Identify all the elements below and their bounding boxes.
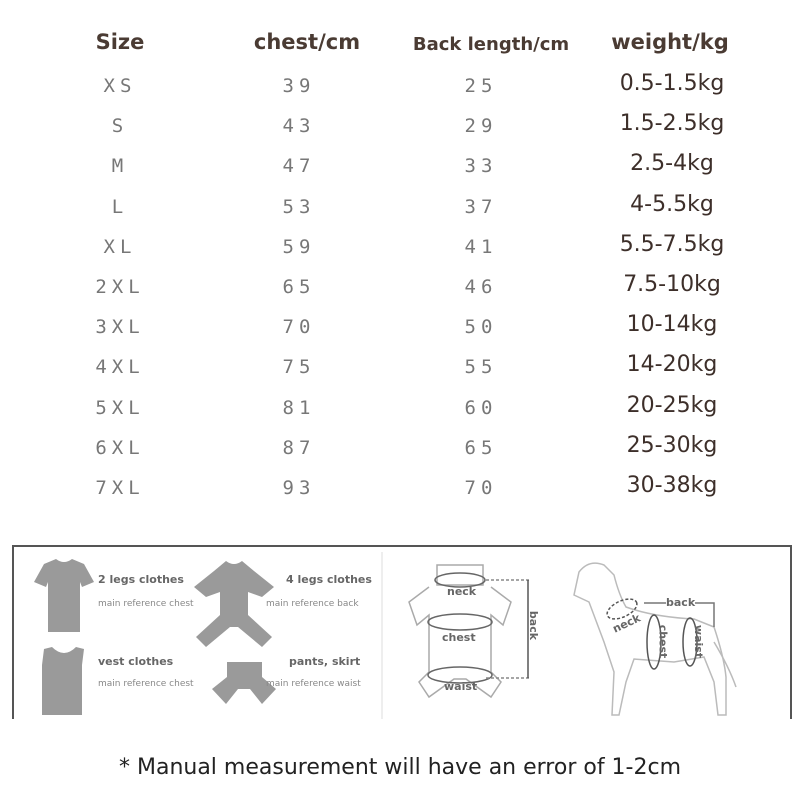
- cell-back: 70: [464, 477, 498, 499]
- cell-size: 2XL: [95, 276, 145, 298]
- cell-weight: 4-5.5kg: [630, 191, 714, 217]
- garment-chest-label: chest: [442, 631, 476, 644]
- cell-chest: 43: [282, 115, 316, 138]
- cell-size: 5XL: [95, 396, 145, 419]
- table-row: L 53 37 4-5.5kg: [0, 192, 800, 236]
- cell-back: 55: [464, 356, 498, 379]
- cell-back: 41: [464, 235, 498, 258]
- garment-diagram-icon: [408, 564, 529, 699]
- table-row: XS 39 25 0.5-1.5kg: [0, 71, 800, 115]
- cell-weight: 1.5-2.5kg: [619, 111, 725, 137]
- cell-chest: 39: [282, 75, 316, 97]
- dog-back-label: back: [666, 596, 696, 609]
- cell-weight: 5.5-7.5kg: [619, 231, 725, 257]
- table-row: 5XL 81 60 20-25kg: [0, 393, 800, 437]
- guide-illustrations: [34, 552, 737, 719]
- type-ref-vest: main reference chest: [98, 679, 194, 689]
- cell-chest: 87: [282, 436, 316, 459]
- cell-weight: 14-20kg: [626, 352, 718, 378]
- type-ref-pants: main reference waist: [266, 679, 361, 689]
- header-size: Size: [95, 30, 145, 54]
- cell-back: 46: [464, 276, 498, 298]
- type-title-pants: pants, skirt: [289, 655, 361, 668]
- cell-weight: 0.5-1.5kg: [619, 71, 725, 96]
- cell-chest: 70: [282, 316, 316, 339]
- type-title-2legs: 2 legs clothes: [98, 573, 184, 586]
- vest-icon: [42, 647, 84, 715]
- dog-chest-label: chest: [656, 624, 670, 659]
- type-title-4legs: 4 legs clothes: [286, 573, 372, 586]
- cell-back: 65: [464, 436, 498, 459]
- cell-size: 3XL: [95, 316, 145, 339]
- four-leg-clothes-icon: [194, 561, 274, 647]
- cell-size: 4XL: [95, 356, 145, 379]
- cell-weight: 10-14kg: [626, 312, 718, 338]
- type-ref-4legs: main reference back: [266, 599, 359, 609]
- garment-waist-label: waist: [444, 680, 478, 693]
- table-row: XL 59 41 5.5-7.5kg: [0, 232, 800, 276]
- type-title-vest: vest clothes: [98, 655, 174, 668]
- garment-back-label: back: [527, 610, 541, 641]
- garment-neck-label: neck: [447, 585, 477, 598]
- cell-size: 6XL: [95, 436, 145, 459]
- table-row: 2XL 65 46 7.5-10kg: [0, 272, 800, 316]
- type-ref-2legs: main reference chest: [98, 599, 194, 609]
- measurement-guide: 2 legs clothes main reference chest 4 le…: [12, 545, 792, 719]
- table-row: 6XL 87 65 25-30kg: [0, 433, 800, 477]
- dog-waist-label: waist: [692, 624, 706, 659]
- cell-back: 50: [464, 316, 498, 339]
- header-chest: chest/cm: [253, 30, 361, 54]
- cell-back: 33: [464, 155, 498, 178]
- pants-icon: [212, 662, 276, 704]
- cell-weight: 2.5-4kg: [630, 151, 714, 177]
- cell-chest: 75: [282, 356, 316, 379]
- tshirt-icon: [34, 559, 94, 632]
- cell-weight: 20-25kg: [626, 392, 718, 418]
- cell-back: 60: [464, 396, 498, 419]
- cell-size: 7XL: [95, 477, 145, 499]
- cell-size: XS: [103, 75, 137, 97]
- cell-weight: 30-38kg: [626, 473, 718, 498]
- table-row: 4XL 75 55 14-20kg: [0, 352, 800, 396]
- measurement-note: * Manual measurement will have an error …: [118, 755, 682, 780]
- cell-chest: 81: [282, 396, 316, 419]
- cell-size: XL: [103, 235, 137, 258]
- cell-chest: 93: [282, 477, 316, 499]
- cell-chest: 47: [282, 155, 316, 178]
- header-weight: weight/kg: [611, 30, 729, 54]
- header-back-length: Back length/cm: [412, 34, 570, 55]
- cell-weight: 7.5-10kg: [623, 272, 721, 297]
- cell-weight: 25-30kg: [626, 432, 718, 458]
- cell-size: M: [111, 155, 129, 178]
- cell-chest: 65: [282, 276, 316, 298]
- table-row: 3XL 70 50 10-14kg: [0, 312, 800, 356]
- cell-chest: 59: [282, 235, 316, 258]
- table-row: S 43 29 1.5-2.5kg: [0, 111, 800, 155]
- cell-back: 29: [464, 115, 498, 138]
- cell-chest: 53: [282, 195, 316, 218]
- table-row: M 47 33 2.5-4kg: [0, 151, 800, 195]
- table-row: 7XL 93 70 30-38kg: [0, 473, 800, 517]
- dog-diagram-icon: [573, 562, 737, 716]
- cell-back: 25: [464, 75, 498, 97]
- cell-size: S: [111, 115, 129, 138]
- cell-back: 37: [464, 195, 498, 218]
- cell-size: L: [111, 195, 129, 218]
